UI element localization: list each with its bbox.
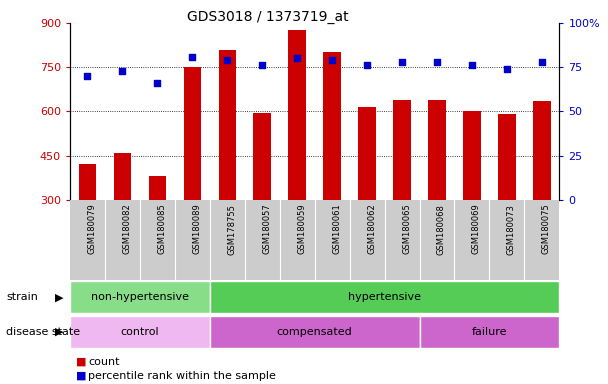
Text: GSM180075: GSM180075 [542,204,551,255]
Bar [218,50,236,200]
Text: control: control [120,327,159,337]
Text: GSM180073: GSM180073 [507,204,516,255]
Bar [428,99,446,200]
Bar [288,30,306,200]
Bar [148,176,166,200]
Bar [358,107,376,200]
Bar [210,316,420,348]
Text: count: count [88,357,120,367]
Text: GSM180079: GSM180079 [88,204,97,255]
Point [83,73,92,79]
Point [432,59,442,65]
Bar [210,281,559,313]
Bar [498,114,516,200]
Text: percentile rank within the sample: percentile rank within the sample [88,371,276,381]
Text: failure: failure [472,327,507,337]
Text: GSM180068: GSM180068 [437,204,446,255]
Text: GSM180065: GSM180065 [402,204,411,255]
Text: GSM180057: GSM180057 [262,204,271,255]
Bar [254,113,271,200]
Point [153,80,162,86]
Point [117,68,127,74]
Bar [70,281,210,313]
Point [187,53,197,60]
Bar [463,111,481,200]
Text: strain: strain [6,292,38,302]
Point [362,62,372,68]
Text: GSM180069: GSM180069 [472,204,481,255]
Text: GDS3018 / 1373719_at: GDS3018 / 1373719_at [187,10,348,23]
Text: GSM178755: GSM178755 [227,204,237,255]
Text: GSM180082: GSM180082 [122,204,131,255]
Point [257,62,267,68]
Bar [114,152,131,200]
Text: GSM180062: GSM180062 [367,204,376,255]
Bar [533,101,551,200]
Text: disease state: disease state [6,327,80,337]
Bar [78,164,96,200]
Bar [393,99,411,200]
Point [397,59,407,65]
Point [467,62,477,68]
Text: GSM180085: GSM180085 [157,204,167,255]
Bar [323,53,341,200]
Text: ■: ■ [76,357,86,367]
Point [502,66,512,72]
Point [327,57,337,63]
Point [537,59,547,65]
Bar [70,316,210,348]
Text: compensated: compensated [277,327,353,337]
Text: non-hypertensive: non-hypertensive [91,292,189,302]
Point [292,55,302,61]
Text: GSM180089: GSM180089 [192,204,201,255]
Text: ▶: ▶ [55,327,64,337]
Text: ▶: ▶ [55,292,64,302]
Point [223,57,232,63]
Text: hypertensive: hypertensive [348,292,421,302]
Text: GSM180061: GSM180061 [332,204,341,255]
Text: GSM180059: GSM180059 [297,204,306,254]
Bar [420,316,559,348]
Text: ■: ■ [76,371,86,381]
Bar [184,67,201,200]
